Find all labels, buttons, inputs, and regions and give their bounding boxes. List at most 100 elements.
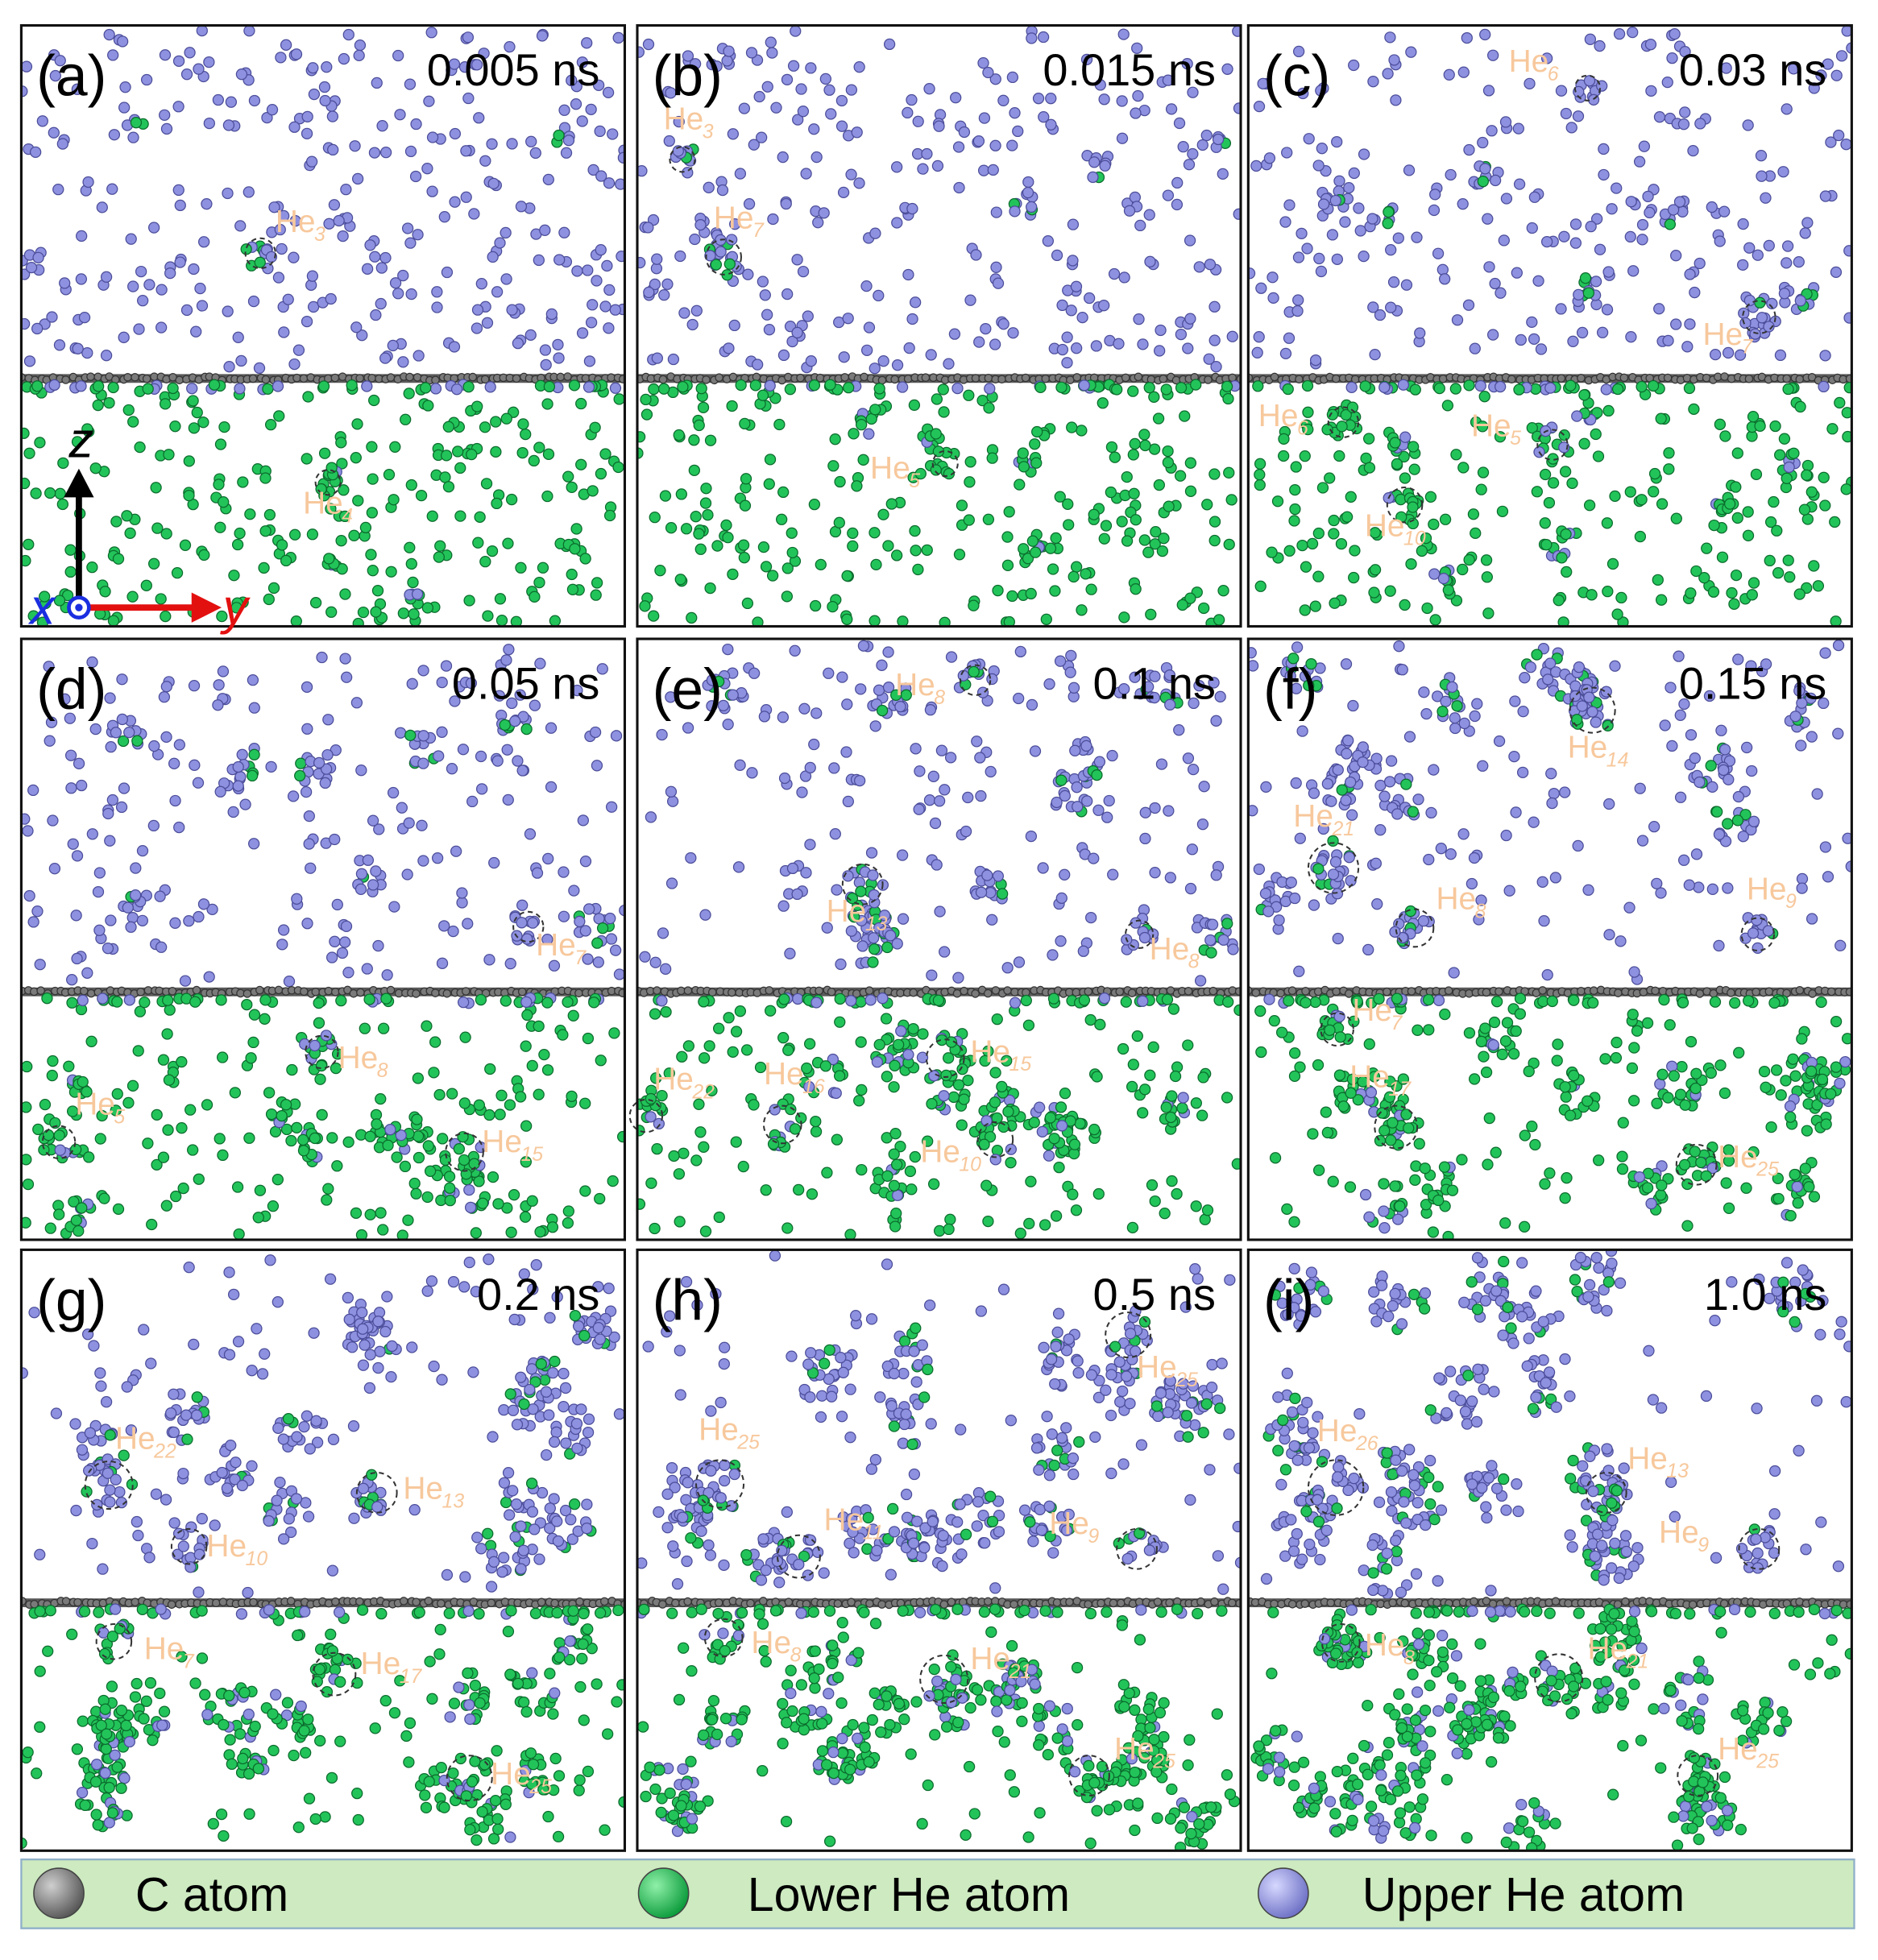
lower-he-atom <box>151 1108 163 1121</box>
upper-he-atom <box>1625 331 1637 343</box>
upper-he-atom <box>438 211 450 223</box>
upper-he-atom <box>1403 164 1416 176</box>
upper-he-atom <box>1645 1197 1657 1210</box>
lower-he-atom <box>749 379 761 392</box>
upper-he-atom <box>823 667 835 679</box>
upper-he-atom <box>1068 682 1080 694</box>
lower-he-atom <box>34 437 46 449</box>
upper-he-atom <box>1673 650 1685 662</box>
cluster-subscript: 15 <box>520 1143 543 1166</box>
upper-he-atom <box>667 353 680 366</box>
upper-he-atom <box>1706 1162 1718 1175</box>
upper-he-atom <box>1463 143 1475 156</box>
lower-he-atom <box>306 528 319 541</box>
upper-he-atom <box>1420 707 1432 720</box>
lower-he-atom <box>1770 1064 1783 1076</box>
lower-he-atom <box>1383 1091 1396 1103</box>
lower-he-atom <box>1678 1158 1691 1171</box>
lower-he-atom <box>169 421 181 433</box>
lower-he-atom <box>1611 608 1623 620</box>
lower-he-atom <box>557 1029 569 1041</box>
lower-he-atom <box>1121 535 1134 547</box>
lower-he-atom <box>1068 570 1080 583</box>
lower-he-atom <box>159 398 172 410</box>
time-label: 0.015 ns <box>1043 44 1216 95</box>
upper-he-atom <box>717 699 730 712</box>
upper-he-atom <box>1732 653 1744 665</box>
lower-he-atom <box>494 1108 506 1121</box>
upper-he-atom <box>232 1336 245 1348</box>
upper-he-atom <box>603 177 616 189</box>
lower-he-atom <box>767 1137 780 1150</box>
upper-he-atom <box>308 1327 320 1339</box>
upper-he-atom <box>217 665 230 678</box>
lower-he-atom <box>1084 1013 1097 1026</box>
cluster-subscript: 4 <box>342 505 353 528</box>
lower-he-atom <box>1389 437 1401 449</box>
upper-he-atom <box>93 867 106 879</box>
upper-he-atom <box>1573 288 1585 300</box>
lower-he-atom <box>1641 1182 1654 1194</box>
lower-he-atom <box>1091 769 1103 781</box>
upper-he-atom <box>1636 234 1648 246</box>
upper-he-atom <box>1069 744 1081 756</box>
upper-he-atom <box>375 262 388 274</box>
upper-he-atom <box>1718 764 1730 777</box>
upper-he-atom <box>126 911 139 924</box>
upper-he-atom <box>582 264 594 276</box>
lower-he-atom <box>426 1693 438 1705</box>
upper-he-atom <box>704 250 716 262</box>
upper-he-atom <box>810 997 823 1009</box>
upper-he-atom <box>364 239 376 251</box>
upper-he-atom <box>1094 79 1106 91</box>
lower-he-atom <box>1400 1108 1412 1121</box>
c-atom <box>1507 375 1516 384</box>
c-atom <box>1695 989 1705 998</box>
upper-he-atom <box>275 52 287 64</box>
upper-he-atom <box>362 854 375 866</box>
lower-he-atom <box>216 1051 229 1063</box>
lower-he-atom <box>516 446 529 459</box>
lower-he-atom <box>1510 1025 1522 1038</box>
lower-he-atom <box>562 470 574 483</box>
lower-he-atom <box>1578 437 1590 450</box>
upper-he-atom <box>951 382 964 395</box>
lower-he-atom <box>214 438 227 450</box>
upper-he-atom <box>1347 699 1359 712</box>
lower-he-atom <box>547 1708 559 1720</box>
upper-he-atom <box>431 286 443 298</box>
upper-he-atom <box>1383 776 1396 788</box>
lower-he-atom <box>541 398 553 410</box>
lower-he-atom <box>1634 530 1647 543</box>
upper-he-atom <box>1210 715 1222 727</box>
upper-he-atom <box>953 181 965 194</box>
c-atom <box>517 987 527 997</box>
lower-he-atom <box>336 563 348 575</box>
lower-he-atom <box>657 383 670 395</box>
upper-he-atom <box>44 735 56 747</box>
upper-he-atom <box>1283 199 1296 211</box>
upper-he-atom <box>246 1365 258 1377</box>
upper-he-atom <box>1070 280 1083 292</box>
upper-he-atom <box>649 278 661 291</box>
lower-he-atom <box>1022 1019 1035 1031</box>
upper-he-atom <box>1212 133 1225 146</box>
upper-he-atom <box>1822 58 1834 70</box>
upper-he-atom <box>485 1581 498 1593</box>
upper-he-atom <box>1051 796 1063 809</box>
lower-he-atom <box>44 487 56 499</box>
lower-he-atom <box>313 997 325 1009</box>
lower-he-atom <box>1559 1081 1571 1093</box>
lower-he-atom <box>437 1133 449 1145</box>
upper-he-atom <box>576 56 589 68</box>
lower-he-atom <box>844 1229 856 1240</box>
upper-he-atom <box>1606 203 1618 215</box>
lower-he-atom <box>1722 818 1734 830</box>
upper-he-atom <box>992 277 1005 289</box>
lower-he-atom <box>856 1084 868 1096</box>
lower-he-atom <box>1494 431 1507 443</box>
upper-he-atom <box>1163 805 1175 817</box>
lower-he-atom <box>1063 519 1075 531</box>
lower-he-atom <box>1586 589 1598 601</box>
lower-he-atom <box>1840 483 1852 495</box>
